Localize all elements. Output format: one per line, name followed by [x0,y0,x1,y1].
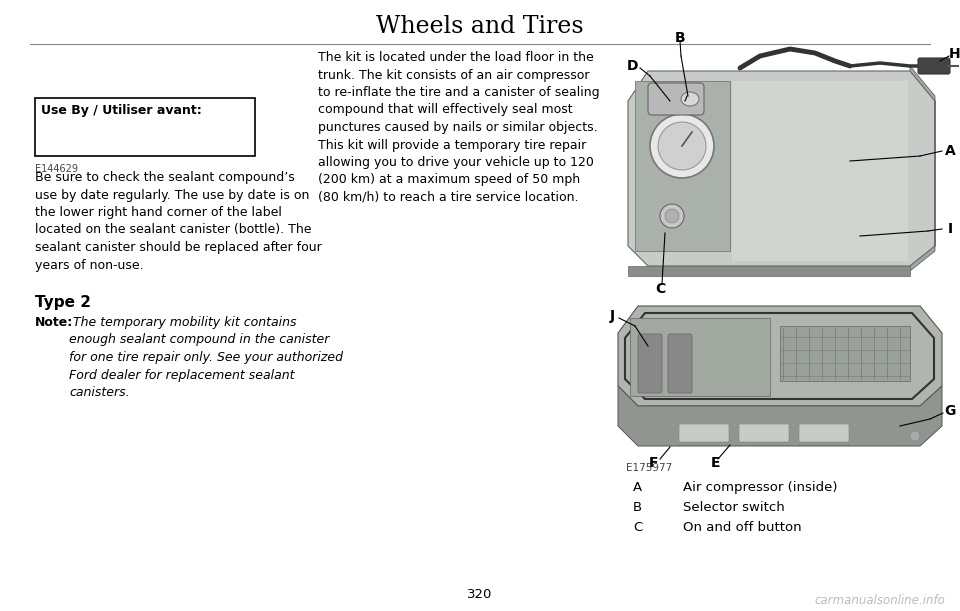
Text: carmanualsonline.info: carmanualsonline.info [814,594,945,607]
Text: C: C [633,521,642,534]
Text: The kit is located under the load floor in the
trunk. The kit consists of an air: The kit is located under the load floor … [318,51,600,204]
Text: Type 2: Type 2 [35,295,91,310]
Text: 320: 320 [468,588,492,601]
FancyBboxPatch shape [679,424,729,442]
Circle shape [660,204,684,228]
Text: Use By / Utiliser avant:: Use By / Utiliser avant: [41,104,202,117]
Text: B: B [633,501,642,514]
Text: Wheels and Tires: Wheels and Tires [376,15,584,38]
FancyBboxPatch shape [739,424,789,442]
Text: E: E [710,456,720,470]
Text: F: F [649,456,659,470]
Circle shape [650,114,714,178]
Polygon shape [910,66,935,271]
Text: G: G [945,404,956,418]
Text: E144629: E144629 [35,164,78,174]
Text: D: D [626,59,637,73]
Bar [630,318,770,396]
Text: E175977: E175977 [626,463,672,473]
Text: Be sure to check the sealant compound’s
use by date regularly. The use by date i: Be sure to check the sealant compound’s … [35,171,322,271]
Circle shape [658,122,706,170]
Ellipse shape [681,92,699,106]
FancyBboxPatch shape [638,334,662,393]
Text: Note:: Note: [35,316,73,329]
Text: A: A [633,481,642,494]
Circle shape [665,209,679,223]
Polygon shape [618,386,942,446]
Bar [780,326,910,381]
Text: Air compressor (inside): Air compressor (inside) [683,481,837,494]
FancyBboxPatch shape [648,83,704,115]
Polygon shape [628,266,910,276]
Polygon shape [628,71,935,266]
Text: C: C [655,282,665,296]
Text: B: B [675,31,685,45]
FancyBboxPatch shape [668,334,692,393]
Circle shape [910,431,920,441]
Text: Selector switch: Selector switch [683,501,784,514]
Bar [35,98,255,156]
Text: I: I [948,222,952,236]
Polygon shape [635,81,730,251]
Text: The temporary mobility kit contains
enough sealant compound in the canister
for : The temporary mobility kit contains enou… [69,316,343,399]
Text: H: H [949,47,960,61]
FancyBboxPatch shape [799,424,849,442]
Text: A: A [945,144,955,158]
FancyBboxPatch shape [918,58,950,74]
Polygon shape [732,81,908,261]
Text: On and off button: On and off button [683,521,802,534]
Polygon shape [618,306,942,406]
Text: J: J [610,309,614,323]
